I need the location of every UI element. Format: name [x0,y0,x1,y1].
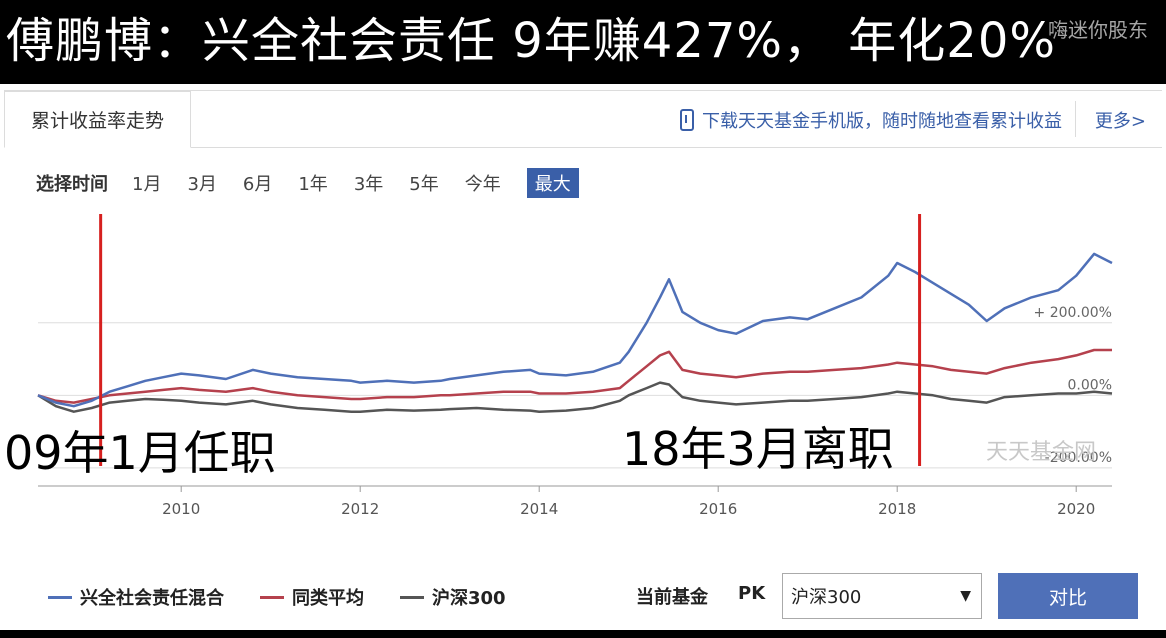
legend-label-fund: 兴全社会责任混合 [80,588,224,609]
legend-line-index [400,595,424,599]
end-annotation: 18年3月离职 [622,422,894,476]
return-chart: + 200.00% 0.00% -200.00% 2010 2012 2014 2016 20… [37,214,1113,518]
range-ytd[interactable]: 今年 [464,174,501,195]
time-range-label: 选择时间 [36,174,108,195]
video-banner: 傅鹏博：兴全社会责任 9年赚427%， 年化20% 嗨迷你股东 [0,0,1166,84]
dropdown-arrow-icon: ▼ [960,588,971,604]
legend-category[interactable]: 同类平均 [260,584,364,610]
range-max[interactable]: 最大 [526,168,579,198]
chart-panel: 累计收益率走势 下载天天基金手机版，随时随地查看累计收益 更多> 选择时间 1月… [0,84,1166,630]
legend-line-category [260,595,284,599]
current-fund-label: 当前基金 [636,587,708,608]
site-logo-watermark: 天天基金网 [986,440,1097,465]
y-tick-label: -200.00% [1045,450,1112,466]
range-6m[interactable]: 6月 [242,174,273,195]
tab-cumulative-return[interactable]: 累计收益率走势 [4,90,191,148]
x-tick-label: 2018 [878,500,916,518]
series-line [37,348,1112,404]
phone-icon [680,109,694,131]
legend-label-category: 同类平均 [292,588,364,609]
range-1y[interactable]: 1年 [298,174,328,195]
x-tick-label: 2020 [1057,500,1095,518]
x-tick-label: 2012 [341,500,379,518]
start-annotation: 09年1月任职 [4,426,276,480]
tab-bar: 累计收益率走势 下载天天基金手机版，随时随地查看累计收益 更多> [4,90,1162,148]
series-line [37,381,1113,413]
series-line [37,252,1113,408]
watermark: 嗨迷你股东 [1048,18,1148,42]
range-5y[interactable]: 5年 [409,174,439,195]
divider [1075,101,1076,137]
pk-label: PK [738,583,766,604]
legend-label-index: 沪深300 [432,588,506,609]
benchmark-select-value: 沪深300 [791,587,862,608]
app-download-text: 下载天天基金手机版，随时随地查看累计收益 [702,111,1062,132]
y-tick-label: + 200.00% [1034,305,1112,321]
benchmark-select[interactable]: 沪深300 ▼ [782,573,982,619]
legend-index[interactable]: 沪深300 [400,584,506,610]
banner-title: 傅鹏博：兴全社会责任 9年赚427%， 年化20% [6,13,1056,69]
app-download-link[interactable]: 下载天天基金手机版，随时随地查看累计收益 [680,107,1062,133]
range-3y[interactable]: 3年 [353,174,384,195]
y-tick-label: 0.00% [1068,377,1112,393]
range-1m[interactable]: 1月 [132,174,162,195]
x-tick-label: 2016 [699,500,737,518]
bottom-bar [0,630,1166,638]
legend-line-fund [48,595,72,599]
range-3m[interactable]: 3月 [187,174,217,195]
x-tick-label: 2010 [162,500,200,518]
more-link[interactable]: 更多> [1094,111,1146,132]
x-tick-label: 2014 [520,500,558,518]
compare-button[interactable]: 对比 [998,573,1138,619]
legend-fund[interactable]: 兴全社会责任混合 [48,584,224,610]
time-range-selector: 选择时间 1月 3月 6月 1年 3年 5年 今年 最大 [36,168,579,198]
chart-legend: 兴全社会责任混合 同类平均 沪深300 [48,584,506,610]
